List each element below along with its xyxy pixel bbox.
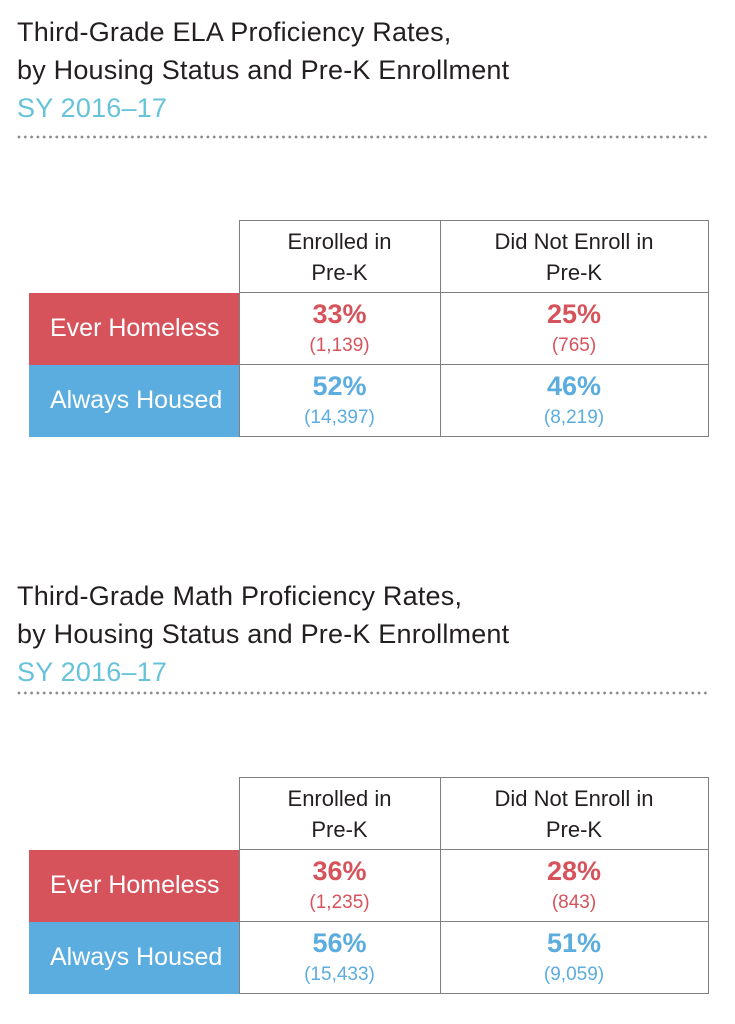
math-subtitle-school-year: SY 2016–17 — [17, 657, 168, 687]
value-cell-ela-homeless-not-enrolled: 25% (765) — [439, 292, 709, 365]
percent-value: 25% — [546, 299, 602, 329]
count-value: (9,059) — [543, 964, 605, 985]
row-label-always-housed: Always Housed — [29, 921, 239, 994]
math-table: Enrolled in Pre-K Did Not Enroll in Pre-… — [29, 777, 709, 994]
value-cell-ela-housed-not-enrolled: 46% (8,219) — [439, 364, 709, 437]
ela-title-line-2: by Housing Status and Pre-K Enrollment — [17, 55, 510, 85]
value-cell-math-homeless-enrolled: 36% (1,235) — [238, 849, 441, 922]
value-cell-ela-housed-enrolled: 52% (14,397) — [238, 364, 441, 437]
table-row-always-housed: Always Housed 56% (15,433) 51% (9,059) — [29, 921, 709, 994]
percent-value: 51% — [546, 928, 602, 958]
math-section: Third-Grade Math Proficiency Rates, by H… — [0, 577, 735, 994]
count-value: (14,397) — [304, 407, 375, 428]
count-value: (1,235) — [309, 892, 370, 913]
math-title-block: Third-Grade Math Proficiency Rates, by H… — [17, 577, 735, 691]
percent-value: 56% — [312, 928, 367, 958]
dotted-divider — [17, 691, 708, 695]
value-cell-math-housed-enrolled: 56% (15,433) — [238, 921, 441, 994]
corner-cell — [29, 778, 239, 850]
col-header-did-not-enroll-prek: Did Not Enroll in Pre-K — [439, 777, 709, 850]
ela-subtitle-school-year: SY 2016–17 — [17, 93, 168, 123]
percent-value: 46% — [546, 371, 602, 401]
table-row-ever-homeless: Ever Homeless 36% (1,235) 28% (843) — [29, 849, 709, 922]
percent-value: 36% — [312, 856, 367, 886]
value-cell-math-housed-not-enrolled: 51% (9,059) — [439, 921, 709, 994]
table-header-row: Enrolled in Pre-K Did Not Enroll in Pre-… — [29, 220, 709, 293]
col-header-enrolled-prek: Enrolled in Pre-K — [238, 777, 441, 850]
row-label-ever-homeless: Ever Homeless — [29, 292, 239, 365]
count-value: (765) — [551, 335, 597, 356]
col-header-enrolled-prek: Enrolled in Pre-K — [238, 220, 441, 293]
table-header-row: Enrolled in Pre-K Did Not Enroll in Pre-… — [29, 777, 709, 850]
row-label-ever-homeless: Ever Homeless — [29, 849, 239, 922]
percent-value: 28% — [546, 856, 602, 886]
row-label-always-housed: Always Housed — [29, 364, 239, 437]
value-cell-math-homeless-not-enrolled: 28% (843) — [439, 849, 709, 922]
value-cell-ela-homeless-enrolled: 33% (1,139) — [238, 292, 441, 365]
ela-table: Enrolled in Pre-K Did Not Enroll in Pre-… — [29, 220, 709, 437]
col-header-did-not-enroll-prek: Did Not Enroll in Pre-K — [439, 220, 709, 293]
count-value: (1,139) — [309, 335, 370, 356]
percent-value: 52% — [312, 371, 367, 401]
count-value: (843) — [551, 892, 597, 913]
table-row-ever-homeless: Ever Homeless 33% (1,139) 25% (765) — [29, 292, 709, 365]
math-title-line-1: Third-Grade Math Proficiency Rates, — [17, 581, 463, 611]
math-title-line-2: by Housing Status and Pre-K Enrollment — [17, 619, 510, 649]
count-value: (15,433) — [304, 964, 375, 985]
ela-title-line-1: Third-Grade ELA Proficiency Rates, — [17, 17, 452, 47]
count-value: (8,219) — [543, 407, 605, 428]
ela-title-block: Third-Grade ELA Proficiency Rates, by Ho… — [17, 0, 735, 127]
table-row-always-housed: Always Housed 52% (14,397) 46% (8,219) — [29, 364, 709, 437]
ela-section: Third-Grade ELA Proficiency Rates, by Ho… — [0, 0, 735, 437]
percent-value: 33% — [312, 299, 367, 329]
dotted-divider — [17, 135, 708, 139]
corner-cell — [29, 221, 239, 293]
